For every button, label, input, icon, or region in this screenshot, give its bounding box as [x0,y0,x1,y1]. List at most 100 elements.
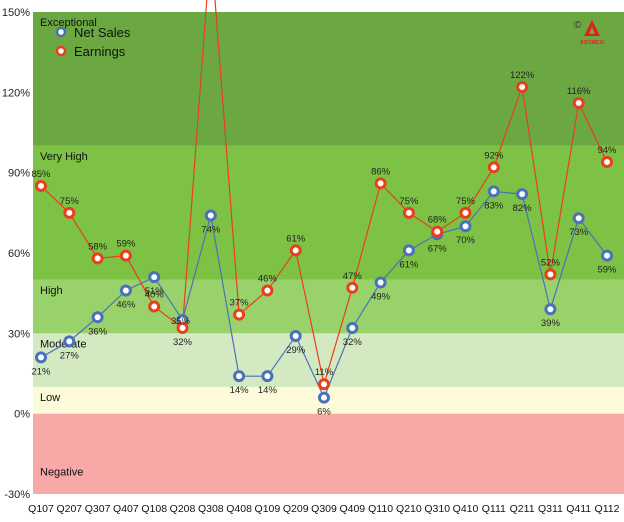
x-tick-label: Q107 [28,503,54,515]
point-earnings [459,206,472,219]
band-label-negative: Negative [40,467,83,479]
band-label-exceptional: Exceptional [40,17,97,29]
copyright-symbol: © [574,20,582,31]
point-net-sales [402,244,415,257]
point-earnings [346,281,359,294]
point-earnings [261,284,274,297]
point-earnings [119,249,132,262]
data-label-net-sales: 27% [60,350,80,361]
x-tick-label: Q110 [368,503,393,515]
y-tick-label: 90% [8,168,30,180]
point-net-sales [572,212,585,225]
data-label-earnings: 85% [31,169,51,180]
data-label-net-sales: 70% [456,235,476,246]
point-net-sales [35,351,47,364]
data-label-earnings: 75% [456,196,476,207]
band-exceptional [33,12,624,146]
data-label-earnings: 40% [145,290,165,301]
data-label-net-sales: 46% [116,299,136,310]
data-label-earnings: 68% [428,215,448,226]
band-label-very-high: Very High [40,151,88,163]
y-tick-label: 60% [8,248,30,260]
legend-marker-net-sales [55,26,67,38]
y-axis: -30% 0% 30% 60% 90% 120% 150% [2,7,30,501]
point-net-sales [233,370,246,383]
point-earnings [544,268,557,281]
point-earnings [572,97,585,110]
data-label-net-sales: 39% [541,318,561,329]
y-tick-label: -30% [4,489,30,501]
x-tick-label: Q407 [113,503,139,515]
point-earnings [233,308,246,321]
x-tick-label: Q408 [226,503,252,515]
point-earnings [176,321,189,334]
band-moderate [33,333,624,387]
point-net-sales [374,276,387,289]
point-earnings [318,378,330,391]
data-label-net-sales: 35% [171,316,191,327]
series-points [35,80,613,404]
data-label-earnings: 92% [484,150,504,161]
x-tick-label: Q208 [170,503,196,515]
data-label-earnings: 116% [567,86,591,97]
band-label-low: Low [40,392,60,404]
data-label-earnings: 32% [173,337,193,348]
band-negative [33,413,624,494]
y-tick-label: 120% [2,87,30,99]
asymco-logo-cutout [589,27,595,34]
x-tick-label: Q108 [141,503,167,515]
point-earnings [63,206,76,219]
legend-label-earnings: Earnings [74,44,126,59]
data-label-net-sales: 36% [88,326,108,337]
point-net-sales [119,284,132,297]
data-label-earnings: 75% [60,196,80,207]
point-earnings [148,300,161,313]
point-earnings [487,161,500,174]
point-earnings [516,80,529,93]
asymco-brand-text: ASYMCO [580,40,605,46]
data-label-earnings: 46% [258,273,278,284]
x-tick-label: Q211 [510,503,535,515]
point-net-sales [318,391,330,404]
data-label-net-sales: 74% [201,225,221,236]
point-net-sales [459,220,472,233]
point-earnings [289,244,302,257]
data-labels: 21% 27% 36% 46% 51% 35% 74% 14% 14% 29% 6% 32% 49% 61… [31,70,617,418]
data-label-earnings: 58% [88,241,108,252]
point-net-sales [516,188,529,201]
x-axis: Q107 Q207 Q307 Q407 Q108 Q208 Q308 Q408 Q109 Q209… [28,503,619,515]
data-label-earnings: 61% [286,233,306,244]
legend-label-net-sales: Net Sales [74,25,131,40]
point-earnings [431,225,444,238]
data-label-net-sales: 29% [286,345,306,356]
data-label-earnings: 86% [371,166,391,177]
legend-item-earnings: Earnings [55,44,126,59]
data-label-earnings: 47% [343,271,363,282]
data-label-net-sales: 51% [145,286,165,297]
x-tick-label: Q111 [482,503,506,515]
point-earnings [601,155,613,168]
x-tick-label: Q210 [396,503,422,515]
data-label-net-sales: 14% [258,385,278,396]
legend: Net Sales Earnings [55,25,131,59]
data-label-earnings: 11% [315,367,334,378]
data-label-net-sales: 21% [31,366,51,377]
point-net-sales [91,311,104,324]
data-label-net-sales: 61% [399,259,419,270]
x-tick-label: Q207 [56,503,82,515]
legend-item-net-sales: Net Sales [55,25,131,40]
x-tick-label: Q209 [283,503,309,515]
x-tick-label: Q311 [538,503,563,515]
point-net-sales [261,370,274,383]
data-label-net-sales: 59% [597,265,617,276]
data-label-net-sales: 67% [428,243,448,254]
data-label-earnings: 75% [399,196,419,207]
data-label-net-sales: 14% [230,385,250,396]
band-label-high: High [40,285,63,297]
asymco-watermark: © ASYMCO [574,20,605,46]
point-net-sales [204,209,217,222]
y-tick-label: 150% [2,7,30,19]
y-tick-label: 0% [14,409,30,421]
